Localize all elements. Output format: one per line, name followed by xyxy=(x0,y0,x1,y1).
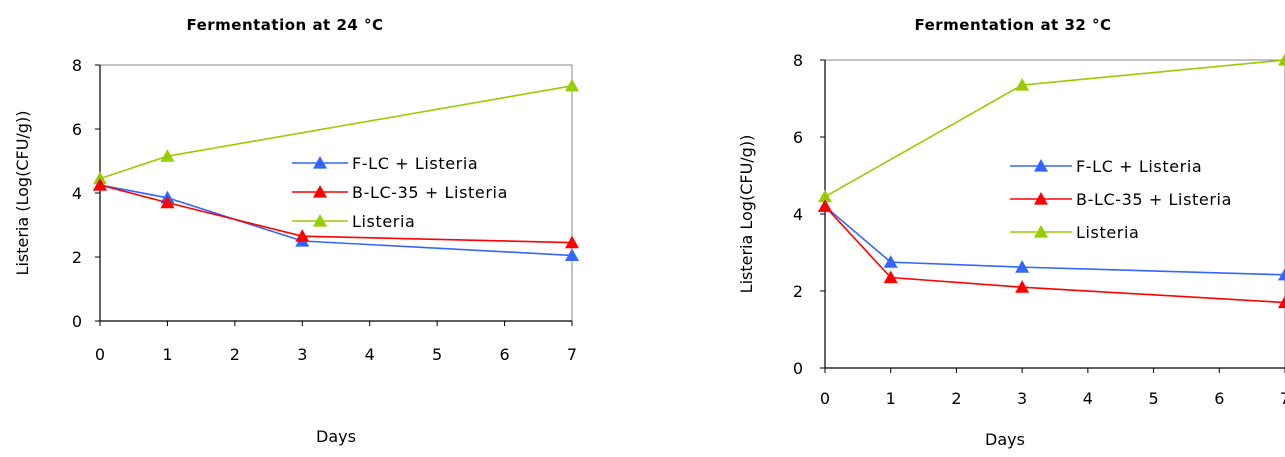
y-tick-label: 6 xyxy=(72,120,82,139)
x-axis-label: Days xyxy=(316,427,356,446)
legend-label-2: Listeria xyxy=(1076,223,1139,242)
data-point-marker xyxy=(1015,280,1030,293)
chart-fermentation-24c: Fermentation at 24 °C 0 2 4 6 8 0 1 2 3 4 5 6 7 Days Li… xyxy=(13,16,579,446)
data-point-marker xyxy=(1278,267,1285,281)
legend-marker-2 xyxy=(1034,225,1048,238)
legend-label-2: Listeria xyxy=(352,212,415,231)
data-point-marker xyxy=(160,149,175,162)
y-axis-label: Listeria Log(CFU/g)) xyxy=(737,135,756,294)
legend-marker-2 xyxy=(313,214,327,227)
legend-marker-0 xyxy=(313,156,327,169)
data-point-marker xyxy=(93,171,107,185)
data-point-marker xyxy=(1278,53,1285,66)
x-tick-label: 0 xyxy=(95,345,105,364)
x-tick-label: 7 xyxy=(1280,389,1285,408)
y-axis-label: Listeria (Log(CFU/g)) xyxy=(13,111,32,276)
legend-label-1: B-LC-35 + Listeria xyxy=(1076,190,1232,209)
x-tick-label: 1 xyxy=(162,345,172,364)
y-tick-label: 4 xyxy=(793,205,803,224)
legend-label-1: B-LC-35 + Listeria xyxy=(352,183,508,202)
data-point-marker xyxy=(883,255,898,268)
series-line-0 xyxy=(824,205,1285,276)
x-tick-label: 2 xyxy=(230,345,240,364)
data-point-marker xyxy=(565,235,579,249)
data-point-marker xyxy=(295,229,310,242)
x-tick-label: 5 xyxy=(432,345,442,364)
series-line-2 xyxy=(99,85,573,180)
y-tick-label: 2 xyxy=(72,248,82,267)
legend-marker-1 xyxy=(313,185,327,198)
x-tick-label: 6 xyxy=(1214,389,1224,408)
y-tick-label: 4 xyxy=(72,184,82,203)
y-tick-label: 6 xyxy=(793,128,803,147)
legend-label-0: F-LC + Listeria xyxy=(352,154,478,173)
x-tick-label: 3 xyxy=(1017,389,1027,408)
data-point-marker xyxy=(565,248,579,261)
chart-title: Fermentation at 24 °C xyxy=(186,16,383,34)
x-tick-label: 0 xyxy=(820,389,830,408)
x-tick-label: 6 xyxy=(499,345,509,364)
y-tick-label: 8 xyxy=(72,56,82,75)
legend-marker-1 xyxy=(1034,192,1048,205)
y-tick-label: 0 xyxy=(793,359,803,378)
x-axis-label: Days xyxy=(985,430,1025,449)
y-tick-label: 2 xyxy=(793,282,803,301)
legend-marker-0 xyxy=(1034,159,1048,172)
x-tick-label: 3 xyxy=(297,345,307,364)
data-point-marker xyxy=(883,270,898,284)
data-point-marker xyxy=(1015,78,1030,91)
chart-fermentation-32c: Fermentation at 32 °C 0 2 4 6 8 0 1 2 3 4 5 6 7 Days Li… xyxy=(737,16,1285,449)
x-tick-label: 2 xyxy=(951,389,961,408)
x-tick-label: 4 xyxy=(365,345,375,364)
data-point-marker xyxy=(565,78,579,92)
series-line-1 xyxy=(99,184,573,244)
x-tick-label: 1 xyxy=(886,389,896,408)
series-line-1 xyxy=(824,205,1285,304)
data-point-marker xyxy=(1278,295,1285,309)
series-line-2 xyxy=(824,59,1285,198)
data-point-marker xyxy=(93,178,107,191)
data-point-marker xyxy=(1015,260,1030,273)
plot-area-frame xyxy=(824,59,1285,369)
data-point-marker xyxy=(818,189,832,203)
data-point-marker xyxy=(818,199,832,212)
legend-label-0: F-LC + Listeria xyxy=(1076,157,1202,176)
x-tick-label: 7 xyxy=(567,345,577,364)
y-tick-label: 0 xyxy=(72,312,82,331)
data-point-marker xyxy=(160,195,175,209)
x-tick-label: 5 xyxy=(1148,389,1158,408)
chart-title: Fermentation at 32 °C xyxy=(914,16,1111,34)
y-tick-label: 8 xyxy=(793,51,803,70)
x-tick-label: 4 xyxy=(1083,389,1093,408)
